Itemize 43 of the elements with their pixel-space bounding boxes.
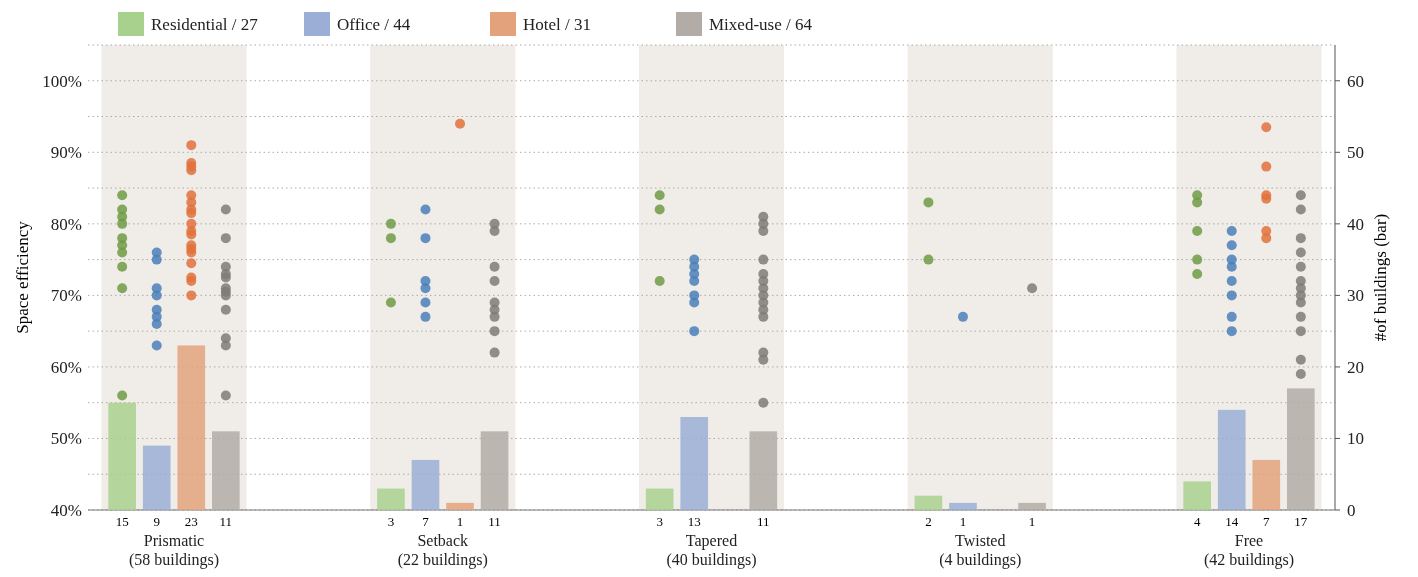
data-label: 11 bbox=[488, 514, 501, 529]
y-tick-label: 70% bbox=[50, 286, 82, 306]
y2-tick-label: 40 bbox=[1347, 214, 1364, 234]
x-tick-label: Prismatic (58 buildings) bbox=[128, 532, 220, 569]
legend-label: Office / 44 bbox=[337, 15, 411, 34]
y2-tick-label: 60 bbox=[1347, 71, 1364, 91]
data-label: 7 bbox=[1263, 514, 1271, 529]
y2-tick-label: 50 bbox=[1347, 143, 1364, 163]
data-label: 2 bbox=[925, 514, 932, 529]
data-label: 11 bbox=[757, 514, 770, 529]
data-label: 4 bbox=[1193, 514, 1201, 529]
y2-axis-title: #of buildings (bar) bbox=[1371, 213, 1390, 342]
y-tick-label: 40% bbox=[50, 501, 82, 520]
y2-tick-label: 0 bbox=[1347, 501, 1356, 520]
y2-tick-label: 10 bbox=[1347, 429, 1364, 449]
x-tick-label: Tapered (40 buildings) bbox=[666, 532, 757, 569]
y-tick-label: 60% bbox=[50, 357, 82, 377]
data-label: 13 bbox=[687, 514, 701, 529]
data-label: 9 bbox=[153, 514, 160, 529]
x-tick-label: Setback (22 buildings) bbox=[397, 532, 488, 569]
data-label: 1 bbox=[959, 514, 967, 529]
y-axis-title: Space efficiency bbox=[13, 220, 32, 334]
data-label: 11 bbox=[219, 514, 233, 529]
y2-tick-label: 30 bbox=[1347, 286, 1364, 306]
data-label: 17 bbox=[1294, 514, 1308, 529]
data-label: 23 bbox=[184, 514, 198, 529]
legend-label: Mixed-use / 64 bbox=[709, 15, 813, 34]
data-label: 1 bbox=[456, 514, 464, 529]
y-tick-label: 90% bbox=[50, 143, 82, 163]
data-label: 1 bbox=[1028, 514, 1036, 529]
y-tick-label: 50% bbox=[50, 429, 82, 449]
x-tick-label: Free (42 buildings) bbox=[1203, 532, 1295, 569]
data-label: 14 bbox=[1225, 514, 1239, 529]
x-tick-label: Twisted (4 buildings) bbox=[939, 532, 1022, 569]
y2-tick-label: 20 bbox=[1347, 357, 1364, 377]
legend-label: Residential / 27 bbox=[151, 15, 259, 34]
data-label: 15 bbox=[115, 514, 129, 529]
data-label: 3 bbox=[656, 514, 663, 529]
data-label: 7 bbox=[422, 514, 430, 529]
legend-label: Hotel / 31 bbox=[523, 15, 591, 34]
y-tick-label: 80% bbox=[50, 214, 82, 234]
data-label: 3 bbox=[387, 514, 395, 529]
y-tick-label: 100% bbox=[42, 71, 82, 91]
